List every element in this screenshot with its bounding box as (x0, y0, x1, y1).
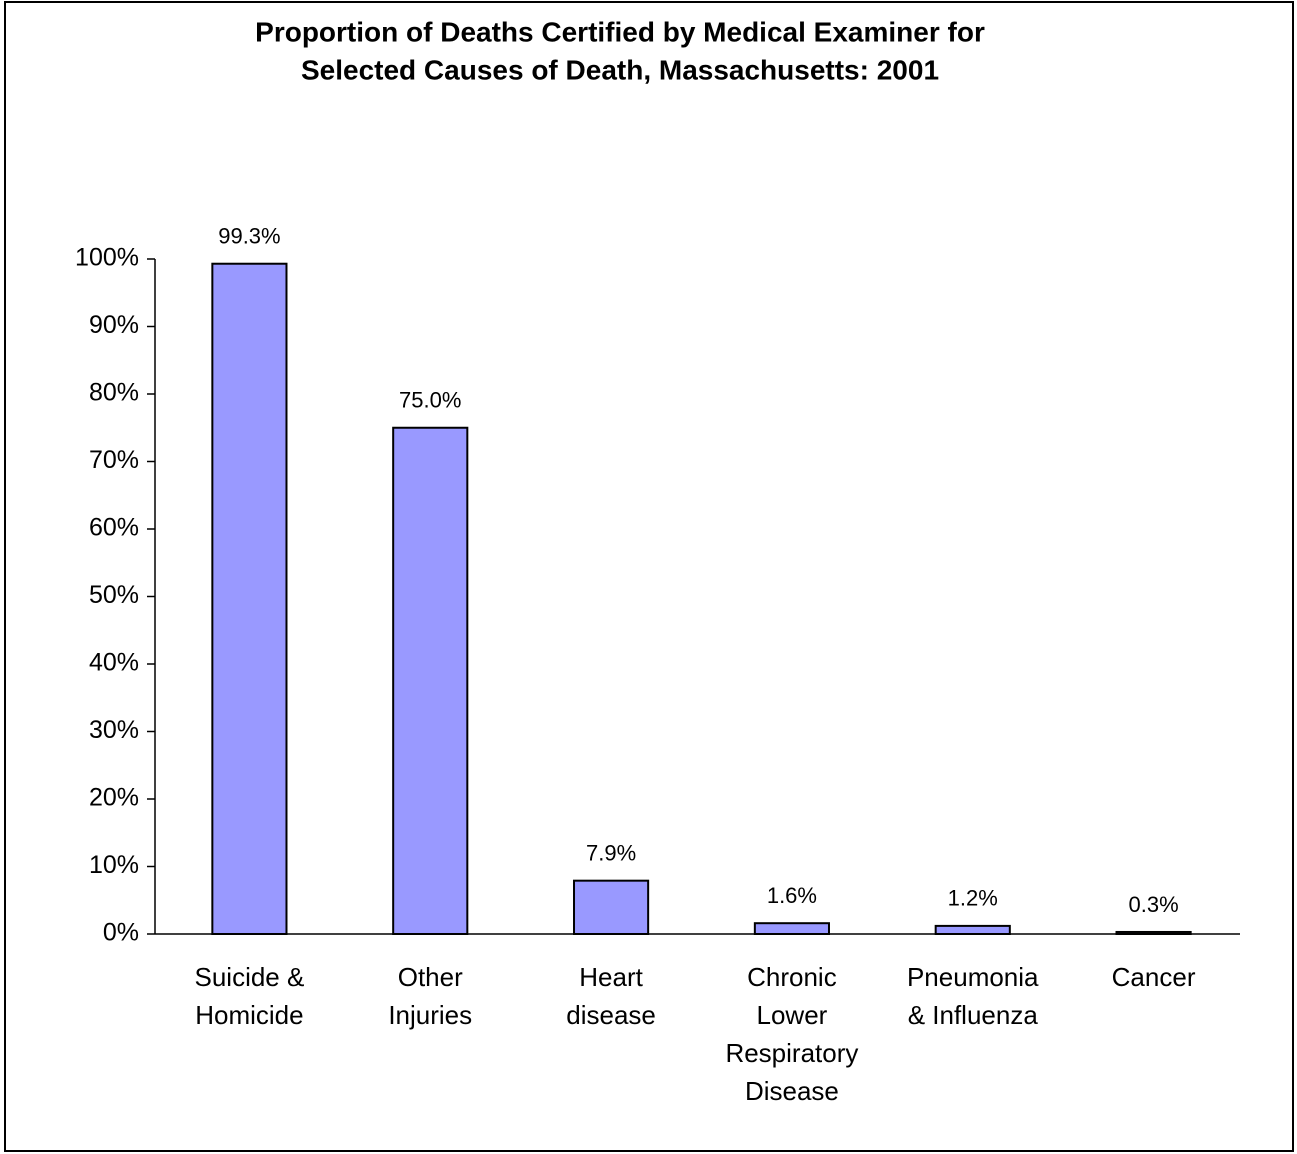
bar (753, 922, 830, 936)
x-tick-label: Injuries (388, 1000, 472, 1030)
x-tick-label: Pneumonia (907, 962, 1039, 992)
y-tick-label: 10% (89, 851, 139, 879)
value-label: 75.0% (399, 388, 461, 413)
value-label: 0.3% (1129, 892, 1179, 917)
bar (573, 879, 650, 935)
bar (1115, 930, 1192, 935)
x-tick-label: & Influenza (908, 1000, 1039, 1030)
y-tick-label: 50% (89, 581, 139, 609)
y-tick-label: 30% (89, 716, 139, 744)
x-tick-label: Lower (757, 1000, 828, 1030)
x-tick-label: Suicide & (194, 962, 304, 992)
y-tick-label: 60% (89, 514, 139, 542)
bar (934, 924, 1011, 936)
value-label: 99.3% (218, 224, 280, 249)
x-tick-label: Other (398, 962, 463, 992)
y-tick-label: 40% (89, 649, 139, 677)
x-tick-label: Heart (579, 962, 643, 992)
y-tick-label: 80% (89, 379, 139, 407)
value-label: 7.9% (586, 840, 636, 865)
x-tick-label: Disease (745, 1076, 839, 1106)
chart-title: Selected Causes of Death, Massachusetts:… (301, 54, 939, 85)
y-tick-label: 20% (89, 784, 139, 812)
y-tick-label: 100% (75, 244, 139, 272)
x-tick-label: Respiratory (725, 1038, 858, 1068)
value-label: 1.2% (948, 886, 998, 911)
chart-title: Proportion of Deaths Certified by Medica… (255, 16, 985, 47)
x-tick-label: disease (566, 1000, 656, 1030)
x-tick-label: Homicide (195, 1000, 303, 1030)
bar (211, 262, 288, 936)
y-tick-label: 70% (89, 446, 139, 474)
value-label: 1.6% (767, 883, 817, 908)
x-tick-label: Chronic (747, 962, 837, 992)
y-tick-label: 90% (89, 311, 139, 339)
x-tick-label: Cancer (1112, 962, 1196, 992)
bar (392, 426, 469, 935)
y-tick-label: 0% (103, 919, 139, 947)
